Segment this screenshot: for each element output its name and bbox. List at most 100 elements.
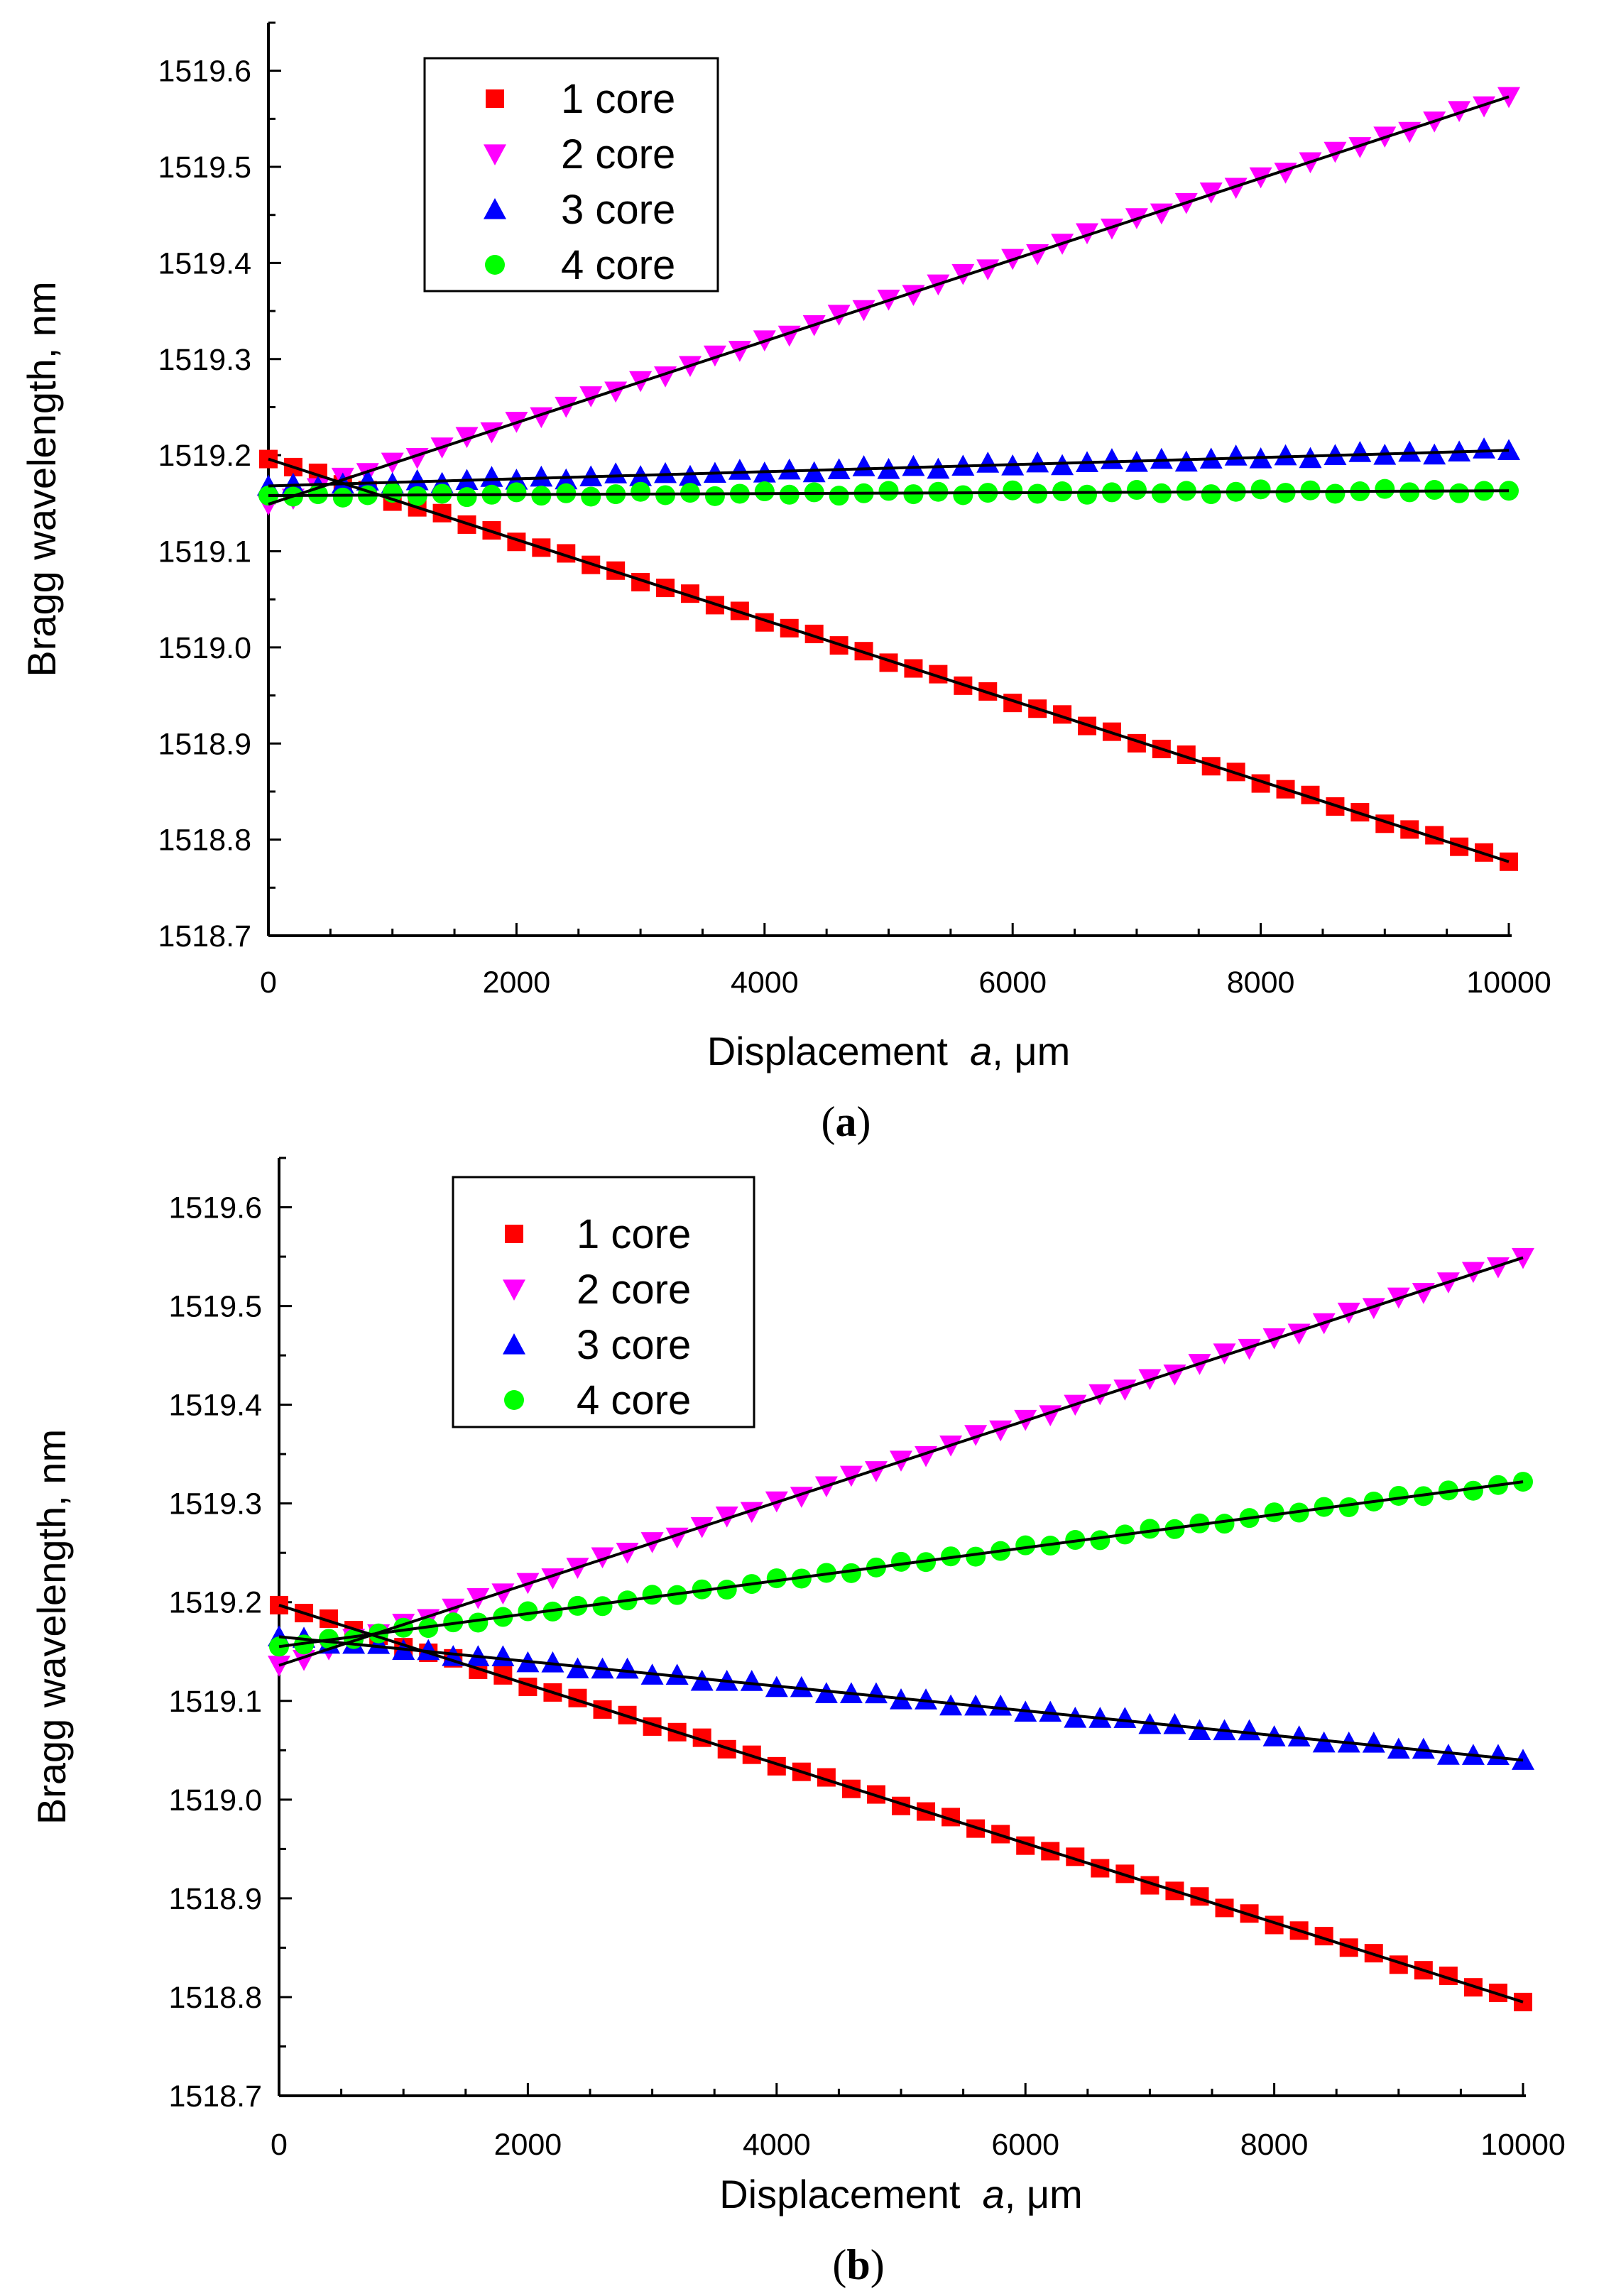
panel-a: 1518.7 1518.8 1518.9 1519.0 1519.1 1519.2 1519…	[19, 21, 1551, 1145]
data-point	[491, 1645, 515, 1666]
legend-label: 4 core	[577, 1377, 691, 1423]
data-point	[902, 454, 925, 476]
data-point	[480, 466, 503, 487]
data-point	[268, 1656, 290, 1677]
x-axis-title-unit: , μm	[992, 1029, 1070, 1073]
data-point	[555, 468, 578, 490]
data-point	[1423, 443, 1446, 465]
data-point	[1238, 1719, 1261, 1741]
legend-marker	[484, 198, 506, 219]
x-tick-label: 2000	[494, 2128, 562, 2162]
legend-marker	[486, 89, 504, 108]
y-tick-label: 1519.1	[158, 535, 251, 569]
x-axis-title: Displacement a, μm	[719, 2172, 1083, 2216]
data-point	[1449, 483, 1470, 503]
data-point	[642, 1585, 662, 1605]
data-point	[1174, 450, 1198, 472]
x-tick-label: 4000	[731, 966, 799, 1000]
y-tick-label: 1519.6	[158, 55, 251, 89]
data-point	[604, 462, 628, 483]
data-point	[690, 1669, 714, 1691]
data-point	[839, 1465, 863, 1487]
y-tick-label: 1518.8	[158, 824, 251, 858]
data-point	[1003, 480, 1023, 501]
y-tick-label: 1519.1	[168, 1685, 262, 1719]
data-point	[1100, 448, 1123, 469]
data-point	[790, 1675, 813, 1698]
data-point	[1461, 1262, 1485, 1284]
data-point	[1090, 1530, 1110, 1551]
y-tick-label: 1519.5	[158, 151, 251, 185]
legend-marker	[505, 1225, 523, 1243]
data-point	[541, 1651, 564, 1673]
data-point	[1077, 484, 1098, 505]
y-tick-label: 1519.4	[158, 246, 251, 280]
legend-marker	[485, 255, 505, 275]
data-point	[1015, 1535, 1036, 1556]
data-point	[1051, 454, 1074, 476]
legend-label: 2 core	[561, 131, 675, 177]
data-point	[966, 1546, 986, 1567]
data-point	[405, 469, 429, 491]
legend-marker	[503, 1279, 525, 1301]
data-point	[442, 1645, 465, 1666]
x-tick-label: 8000	[1227, 966, 1295, 1000]
y-tick-label: 1518.9	[168, 1882, 262, 1916]
legend-marker	[484, 144, 506, 165]
y-tick-label: 1518.9	[158, 727, 251, 761]
x-tick-label: 0	[271, 2128, 288, 2162]
data-point	[1126, 480, 1147, 501]
data-point	[1312, 1731, 1336, 1753]
x-tick-label: 0	[260, 966, 277, 1000]
data-point	[715, 1507, 738, 1528]
data-point	[802, 461, 826, 483]
x-tick-label: 10000	[1466, 966, 1551, 1000]
x-axis-title-space	[960, 2172, 982, 2216]
data-point	[1375, 479, 1395, 499]
y-tick-label: 1519.4	[168, 1389, 262, 1423]
data-point	[1026, 451, 1049, 473]
x-axis-title-main: Displacement	[719, 2172, 961, 2216]
data-point	[927, 457, 950, 479]
series-4-core	[258, 479, 1519, 508]
data-point	[1163, 1712, 1186, 1734]
x-tick-label: 6000	[978, 966, 1047, 1000]
data-point	[891, 1551, 911, 1572]
caption-letter: a	[836, 1098, 857, 1145]
data-point	[581, 486, 601, 507]
data-point	[864, 1682, 888, 1704]
legend-label: 3 core	[561, 187, 675, 233]
x-tick-label: 2000	[483, 966, 551, 1000]
y-tick-label: 1519.0	[158, 631, 251, 665]
data-point	[704, 486, 725, 506]
legend-label: 4 core	[561, 242, 675, 288]
data-point	[716, 1580, 737, 1600]
data-point	[1325, 483, 1346, 504]
data-point	[356, 469, 379, 491]
y-tick-label: 1519.3	[158, 343, 251, 377]
data-point	[1473, 437, 1496, 459]
data-point	[1039, 1700, 1062, 1722]
data-point	[1214, 1514, 1235, 1534]
data-point	[332, 487, 353, 508]
data-point	[457, 487, 477, 508]
y-tick-label: 1519.3	[168, 1487, 262, 1521]
data-point	[530, 465, 553, 487]
y-tick-label: 1519.5	[168, 1290, 262, 1324]
data-point	[1398, 440, 1421, 462]
legend: 1 core 2 core 3 core 4 core	[452, 1176, 755, 1428]
x-axis-title-var: a	[983, 2172, 1005, 2216]
caption-open: (	[822, 1098, 836, 1145]
data-point	[631, 481, 651, 502]
x-axis-title-unit: , μm	[1005, 2172, 1083, 2216]
y-tick-label: 1518.7	[168, 2079, 262, 2114]
data-point	[367, 1632, 391, 1654]
legend-marker	[504, 1390, 524, 1410]
data-point	[1337, 1302, 1360, 1324]
legend: 1 core 2 core 3 core 4 core	[423, 57, 719, 293]
data-point	[678, 464, 702, 486]
legend-label: 2 core	[577, 1267, 691, 1313]
data-point	[1250, 479, 1271, 500]
data-point	[841, 1563, 861, 1583]
